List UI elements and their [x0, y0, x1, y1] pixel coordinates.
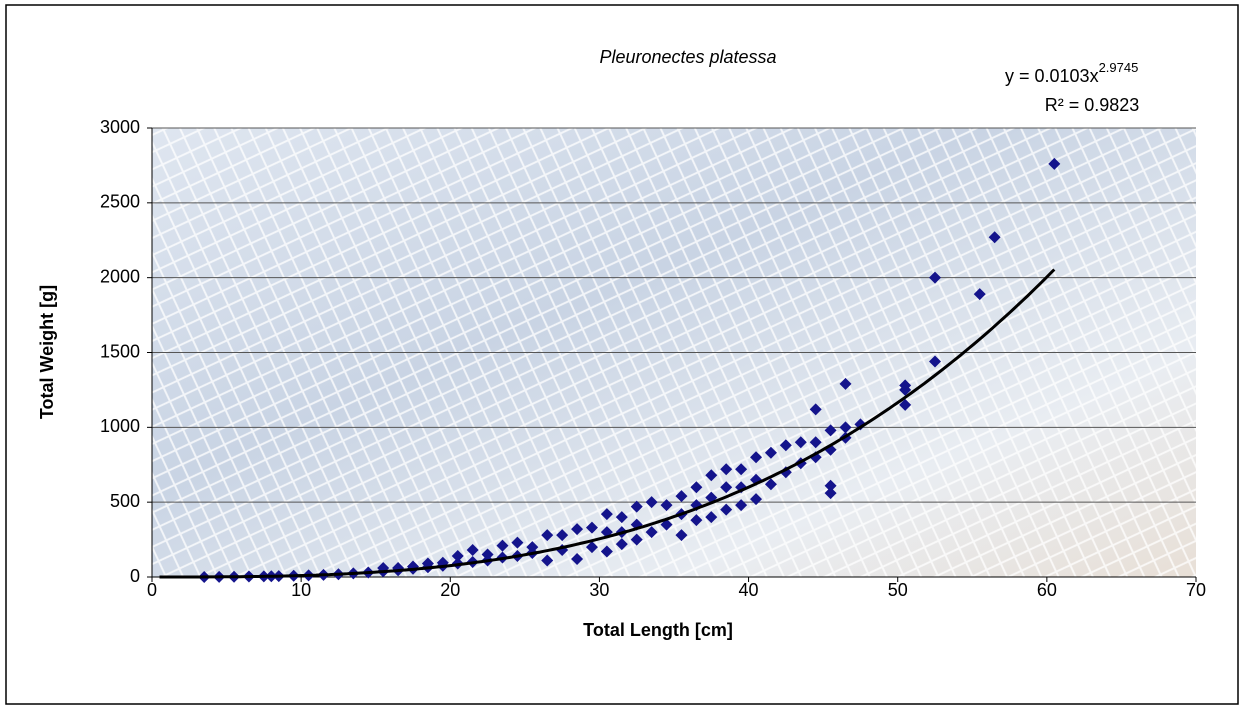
y-tick-label: 0: [130, 566, 140, 586]
point: [451, 550, 464, 563]
point: [735, 499, 748, 512]
point: [705, 469, 718, 482]
y-tick-label: 1000: [100, 416, 140, 436]
point: [1048, 157, 1061, 170]
x-tick-label: 20: [440, 580, 460, 600]
r-squared: R² = 0.9823: [1045, 95, 1140, 115]
x-tick-label: 40: [739, 580, 759, 600]
point: [794, 436, 807, 449]
y-tick-label: 500: [110, 491, 140, 511]
chart-title: Pleuronectes platessa: [599, 47, 776, 67]
x-tick-label: 50: [888, 580, 908, 600]
point: [929, 271, 941, 284]
point: [809, 403, 822, 416]
x-tick-label: 60: [1037, 580, 1057, 600]
point: [675, 529, 688, 542]
point: [735, 463, 748, 476]
point: [690, 514, 703, 527]
point: [899, 398, 912, 411]
point: [705, 511, 718, 524]
x-tick-label: 0: [147, 580, 157, 600]
point: [973, 288, 986, 301]
point: [585, 521, 598, 534]
point: [690, 481, 703, 494]
trendline: [159, 268, 1056, 579]
x-axis-title: Total Length [cm]: [583, 620, 733, 640]
equation-text: y = 0.0103x: [1005, 66, 1099, 86]
point: [764, 478, 777, 491]
point: [660, 499, 673, 512]
point: [824, 479, 837, 492]
point: [511, 536, 524, 549]
point: [585, 541, 598, 554]
point: [481, 548, 494, 561]
point: [824, 487, 837, 500]
x-tick-label: 30: [589, 580, 609, 600]
point: [496, 539, 509, 552]
point: [675, 490, 688, 503]
point: [720, 481, 733, 494]
trend-equation: y = 0.0103x2.9745: [1005, 60, 1138, 85]
point: [615, 538, 628, 551]
point: [839, 377, 852, 390]
point: [526, 541, 539, 554]
y-axis-title: Total Weight [g]: [37, 285, 57, 419]
point: [720, 503, 733, 516]
point: [571, 523, 584, 536]
point: [466, 544, 479, 557]
point: [899, 379, 912, 392]
point: [541, 529, 554, 542]
point: [779, 439, 792, 452]
point: [988, 231, 1001, 244]
y-tick-label: 2000: [100, 266, 140, 286]
point: [809, 436, 822, 449]
point: [645, 526, 658, 539]
point: [600, 508, 613, 521]
point: [630, 533, 643, 546]
equation-exponent: 2.9745: [1099, 60, 1139, 75]
point: [645, 496, 658, 509]
point: [929, 355, 941, 368]
point: [824, 424, 837, 437]
y-tick-label: 1500: [100, 341, 140, 361]
x-tick-label: 70: [1186, 580, 1206, 600]
point: [839, 421, 852, 434]
point: [615, 511, 628, 524]
x-tick-label: 10: [291, 580, 311, 600]
y-tick-label: 3000: [100, 117, 140, 137]
point: [764, 446, 777, 459]
point: [750, 493, 763, 506]
y-tick-label: 2500: [100, 192, 140, 212]
point: [571, 553, 584, 566]
point: [720, 463, 733, 476]
point: [556, 529, 569, 542]
point: [600, 545, 613, 558]
point: [541, 554, 554, 567]
point: [630, 500, 643, 513]
point: [750, 451, 763, 464]
